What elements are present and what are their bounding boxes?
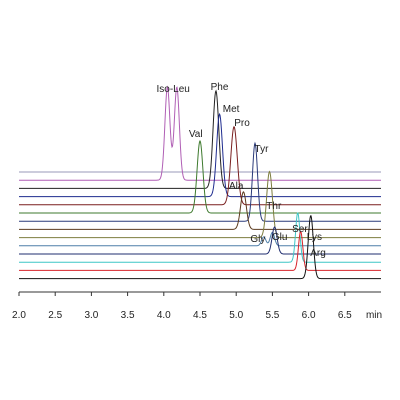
trace-thr — [19, 170, 381, 239]
peak-label-ser: Ser — [292, 224, 308, 235]
x-tick-label-2.5: 2.5 — [48, 310, 62, 321]
trace-phe — [19, 89, 381, 189]
peak-label-arg: Arg — [310, 248, 326, 259]
peak-labels: Iso-Leu Phe Met Pro Val Tyr Ala Thr Gly Glu SerLys… — [157, 82, 326, 259]
x-tick-label-6.5: 6.5 — [338, 310, 352, 321]
trace-met — [19, 112, 381, 198]
trace-arg — [19, 215, 381, 280]
x-tick-label-3.5: 3.5 — [121, 310, 135, 321]
peak-label-iso-leu: Iso-Leu — [157, 84, 190, 95]
peak-label-val: Val — [189, 129, 203, 140]
x-tick-label-3.0: 3.0 — [84, 310, 98, 321]
peak-label-pro: Pro — [234, 118, 250, 129]
peak-label-ala: Ala — [229, 181, 244, 192]
peak-label-met: Met — [223, 104, 240, 115]
x-axis-unit-label: min — [366, 310, 382, 321]
trace-iso-leu — [19, 85, 381, 181]
trace-tyr — [19, 141, 381, 222]
peak-label-thr: Thr — [266, 201, 282, 212]
trace-ala — [19, 191, 381, 230]
peak-label-gly: Gly — [250, 234, 265, 245]
trace-pro — [19, 125, 381, 206]
peak-label-lys: Lys — [307, 232, 322, 243]
trace-ser — [19, 212, 381, 263]
x-tick-label-4.5: 4.5 — [193, 310, 207, 321]
peak-label-tyr: Tyr — [255, 144, 270, 155]
trace-glu — [19, 226, 381, 255]
x-tick-label-4.0: 4.0 — [157, 310, 171, 321]
peak-label-phe: Phe — [211, 82, 229, 93]
trace-lys — [19, 230, 381, 271]
x-tick-label-2.0: 2.0 — [12, 310, 26, 321]
trace-gly — [19, 231, 381, 247]
chromatogram-traces — [19, 85, 381, 280]
trace-val — [19, 139, 381, 214]
x-tick-label-5.0: 5.0 — [229, 310, 243, 321]
x-tick-label-5.5: 5.5 — [265, 310, 279, 321]
x-tick-label-6.0: 6.0 — [302, 310, 316, 321]
x-axis: 2.0 2.5 3.0 3.5 4.0 4.5 5.0 5.5 6.0 6.5 min — [12, 291, 382, 321]
peak-label-glu: Glu — [272, 232, 288, 243]
